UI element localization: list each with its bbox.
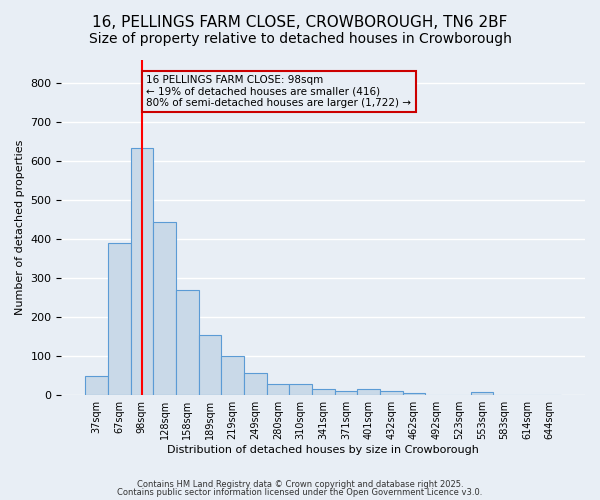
Bar	[403, 394, 425, 395]
Bar	[244, 373, 266, 395]
Text: 16, PELLINGS FARM CLOSE, CROWBOROUGH, TN6 2BF: 16, PELLINGS FARM CLOSE, CROWBOROUGH, TN…	[92, 15, 508, 30]
Bar	[85, 376, 108, 395]
Bar	[176, 290, 199, 395]
Bar	[470, 392, 493, 395]
Bar	[108, 243, 131, 395]
Bar	[221, 356, 244, 395]
Text: Size of property relative to detached houses in Crowborough: Size of property relative to detached ho…	[89, 32, 511, 46]
Bar	[266, 384, 289, 395]
X-axis label: Distribution of detached houses by size in Crowborough: Distribution of detached houses by size …	[167, 445, 479, 455]
Bar	[153, 222, 176, 395]
Text: Contains public sector information licensed under the Open Government Licence v3: Contains public sector information licen…	[118, 488, 482, 497]
Bar	[289, 384, 312, 395]
Bar	[357, 390, 380, 395]
Bar	[199, 335, 221, 395]
Text: 16 PELLINGS FARM CLOSE: 98sqm
← 19% of detached houses are smaller (416)
80% of : 16 PELLINGS FARM CLOSE: 98sqm ← 19% of d…	[146, 75, 412, 108]
Bar	[131, 148, 153, 395]
Bar	[380, 392, 403, 395]
Y-axis label: Number of detached properties: Number of detached properties	[15, 140, 25, 316]
Text: Contains HM Land Registry data © Crown copyright and database right 2025.: Contains HM Land Registry data © Crown c…	[137, 480, 463, 489]
Bar	[335, 392, 357, 395]
Bar	[312, 390, 335, 395]
